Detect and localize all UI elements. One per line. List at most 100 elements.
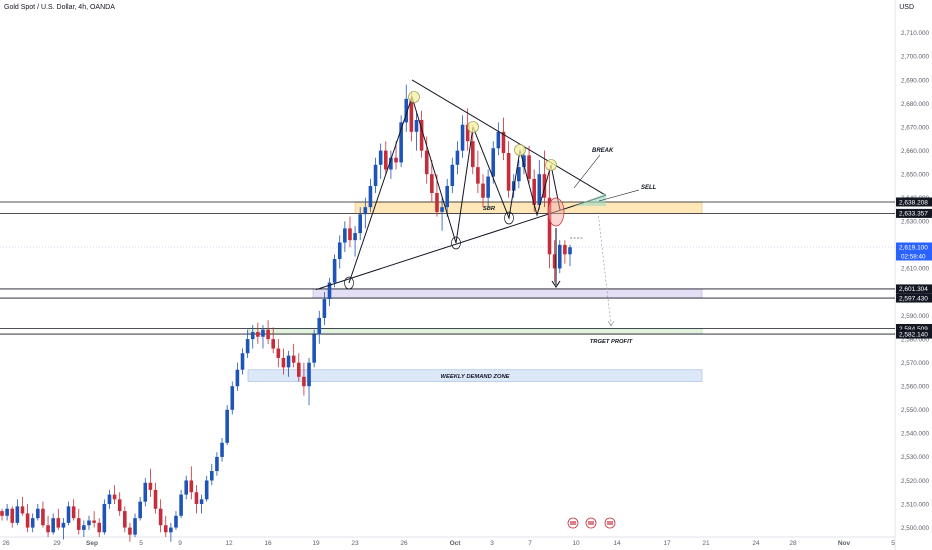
zigzag-line (348, 95, 561, 284)
candle-body (97, 522, 102, 533)
candle-body (522, 155, 526, 168)
candle-body (317, 317, 322, 335)
x-tick-label: 24 (752, 540, 760, 547)
candle-body (486, 176, 490, 198)
candle-body (327, 282, 332, 300)
y-tick-label: 2,570.000 (901, 360, 930, 367)
break-label: BREAK (592, 148, 614, 154)
x-tick-label: 26 (400, 540, 408, 547)
x-tick-label: 17 (663, 540, 671, 547)
candle-body (117, 499, 122, 512)
y-tick-label: 2,660.000 (901, 148, 930, 155)
candle-body (506, 152, 511, 191)
candle-body (276, 348, 281, 358)
candle-body (107, 494, 112, 505)
swing-low-circle (504, 211, 514, 225)
candle-body (261, 329, 265, 337)
candle-body (414, 120, 419, 132)
candle-body (210, 471, 214, 481)
currency-label: USD (899, 4, 914, 11)
x-tick-label: 14 (613, 540, 621, 547)
candle-body (358, 214, 362, 234)
candle-body (435, 193, 439, 212)
candle-body (199, 499, 204, 505)
candle-body (46, 525, 50, 533)
candle-body (10, 508, 15, 523)
y-tick-label: 2,610.000 (901, 266, 930, 273)
candle-body (465, 124, 470, 142)
candle-body (460, 124, 465, 151)
candle-body (184, 480, 189, 495)
zone-target (247, 328, 703, 335)
swing-high-circle (467, 121, 479, 133)
price-tag-label: 2,601.304 (899, 286, 928, 293)
x-tick-label: 12 (225, 540, 233, 547)
price-tag (896, 293, 932, 303)
price-tag (896, 197, 932, 207)
y-tick-label: 2,560.000 (901, 384, 930, 391)
candle-body (302, 376, 306, 387)
x-tick-label: 28 (789, 540, 797, 547)
candle-body (281, 357, 286, 368)
candle-body (256, 332, 260, 337)
price-tag (896, 284, 932, 294)
candle-body (0, 511, 4, 516)
candle-body (476, 167, 480, 184)
candle-body (71, 506, 76, 519)
zone-SBR (354, 201, 703, 214)
y-tick-label: 2,530.000 (901, 454, 930, 461)
candle-body (215, 456, 219, 472)
x-tick-label: 3 (490, 540, 494, 547)
candle-body (430, 174, 434, 194)
candle-body (563, 244, 567, 255)
countdown-tag (896, 251, 932, 261)
candle-body (66, 506, 71, 523)
candle-body (501, 131, 506, 153)
candle-body (481, 183, 485, 198)
candle-body (220, 442, 224, 457)
candle-body (445, 185, 449, 208)
x-tick-label: Oct (450, 540, 462, 547)
candle-body (296, 362, 301, 377)
candle-body (240, 353, 245, 370)
candle-body (312, 334, 316, 363)
candle-body (450, 164, 455, 186)
candle-body (174, 515, 178, 528)
candle-body (138, 501, 142, 519)
candle-body (440, 207, 444, 212)
x-tick-label: 21 (702, 540, 710, 547)
flag-icon (588, 521, 594, 525)
symbol-title: Gold Spot / U.S. Dollar, 4h, OANDA (4, 4, 115, 11)
candle-body (76, 518, 81, 530)
candle-body (424, 150, 429, 175)
flag-icon (570, 521, 576, 525)
candle-body (25, 513, 30, 528)
swing-high-circle (408, 91, 420, 103)
candle-body (250, 332, 255, 340)
candle-body (133, 518, 137, 535)
zone-label-weekly-demand: WEEKLY DEMAND ZONE (440, 374, 510, 380)
candle-body (194, 492, 199, 505)
price-tag-label: 2,584.509 (899, 326, 928, 333)
candle-body (470, 141, 475, 168)
candle-body (322, 299, 327, 318)
candle-body (189, 480, 194, 493)
candle-body (36, 508, 40, 519)
candle-body (568, 247, 572, 255)
zone-supply-demand-purple (312, 288, 703, 299)
drop-arrow-head (551, 280, 561, 288)
swing-low-circle (344, 276, 354, 290)
candle-body (383, 150, 388, 170)
candle-body (20, 506, 25, 514)
candle-body (87, 520, 91, 526)
countdown-label: 02:58:40 (901, 253, 926, 260)
x-tick-label: 5 (891, 540, 895, 547)
candle-body (230, 386, 235, 410)
x-tick-label: 23 (351, 540, 359, 547)
x-tick-label: 5 (139, 540, 143, 547)
price-tag (896, 208, 932, 218)
candle-body (286, 355, 291, 368)
y-tick-label: 2,670.000 (901, 124, 930, 131)
candle-body (399, 122, 403, 163)
